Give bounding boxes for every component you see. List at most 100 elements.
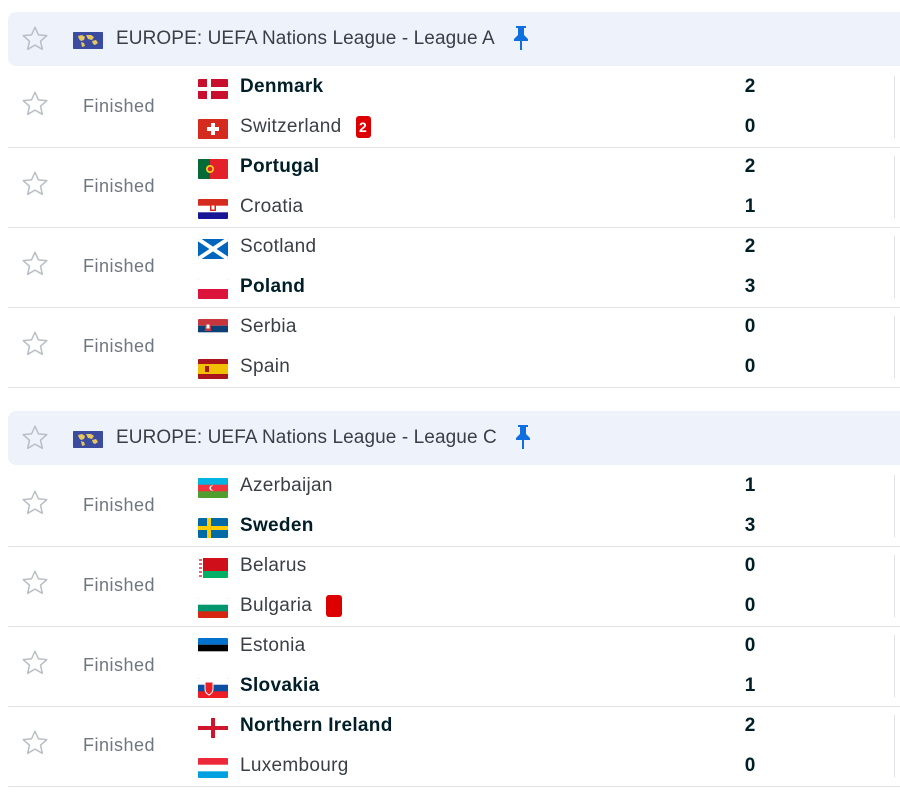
league-header[interactable]: EUROPE: UEFA Nations League - League A bbox=[8, 12, 900, 66]
team-name: Luxembourg bbox=[240, 755, 349, 777]
home-team: Azerbaijan 1 bbox=[198, 472, 778, 500]
red-card-icon: 2 bbox=[355, 116, 371, 138]
match-row[interactable]: Finished Portugal 2 Croatia 1 bbox=[8, 148, 900, 228]
home-team: Portugal 2 bbox=[198, 153, 778, 181]
league-title[interactable]: EUROPE: UEFA Nations League - League A bbox=[116, 28, 495, 49]
team-name-text: Croatia bbox=[240, 196, 304, 217]
star-outline-icon[interactable] bbox=[20, 568, 50, 603]
star-outline-icon[interactable] bbox=[20, 89, 50, 124]
match-row[interactable]: Finished Belarus 0 Bulgaria 0 bbox=[8, 547, 900, 627]
team-name-text: Switzerland bbox=[240, 116, 342, 137]
divider bbox=[894, 635, 895, 697]
estonia-flag bbox=[198, 638, 228, 658]
team-name-text: Portugal bbox=[240, 156, 320, 177]
star-outline-icon[interactable] bbox=[20, 169, 50, 204]
team-score: 2 bbox=[744, 236, 756, 257]
divider bbox=[894, 156, 895, 218]
serbia-flag bbox=[198, 319, 228, 339]
croatia-flag bbox=[198, 199, 228, 219]
team-name: Denmark bbox=[240, 76, 323, 98]
league-title[interactable]: EUROPE: UEFA Nations League - League C bbox=[116, 427, 497, 448]
team-name: Serbia bbox=[240, 316, 297, 338]
team-name: Poland bbox=[240, 276, 305, 298]
team-name-text: Northern Ireland bbox=[240, 715, 393, 736]
team-score: 2 bbox=[744, 76, 756, 97]
team-name-text: Denmark bbox=[240, 76, 324, 97]
divider bbox=[894, 715, 895, 777]
star-outline-icon[interactable] bbox=[20, 728, 50, 763]
team-name: Azerbaijan bbox=[240, 475, 333, 497]
star-outline-icon[interactable] bbox=[20, 648, 50, 683]
azerbaijan-flag bbox=[198, 478, 228, 498]
divider bbox=[894, 555, 895, 617]
away-team: Slovakia 1 bbox=[198, 672, 778, 700]
world-flag-icon bbox=[73, 32, 103, 49]
belarus-flag bbox=[198, 558, 228, 578]
team-name-text: Estonia bbox=[240, 635, 306, 656]
team-name: Bulgaria bbox=[240, 595, 343, 617]
luxembourg-flag bbox=[198, 758, 228, 778]
pin-icon[interactable] bbox=[511, 24, 531, 57]
team-name: Scotland bbox=[240, 236, 316, 258]
home-team: Belarus 0 bbox=[198, 552, 778, 580]
team-score: 0 bbox=[744, 635, 756, 656]
denmark-flag bbox=[198, 79, 228, 99]
team-name: Estonia bbox=[240, 635, 305, 657]
home-team: Estonia 0 bbox=[198, 632, 778, 660]
match-status: Finished bbox=[83, 256, 156, 276]
team-score: 0 bbox=[744, 116, 756, 137]
match-row[interactable]: Finished Serbia 0 Spain 0 bbox=[8, 308, 900, 388]
bulgaria-flag bbox=[198, 598, 228, 618]
team-name: Northern Ireland bbox=[240, 715, 393, 737]
team-name-text: Belarus bbox=[240, 555, 307, 576]
star-outline-icon[interactable] bbox=[20, 329, 50, 364]
team-score: 0 bbox=[744, 595, 756, 616]
star-outline-icon[interactable] bbox=[20, 249, 50, 284]
team-name-text: Azerbaijan bbox=[240, 475, 333, 496]
team-score: 3 bbox=[744, 276, 756, 297]
star-outline-icon[interactable] bbox=[20, 24, 50, 59]
red-card-icon bbox=[326, 595, 343, 617]
team-score: 0 bbox=[744, 755, 756, 776]
team-name: Portugal bbox=[240, 156, 319, 178]
match-row[interactable]: Finished Northern Ireland 2 Luxembourg 0 bbox=[8, 707, 900, 787]
match-status: Finished bbox=[83, 336, 156, 356]
away-team: Switzerland 2 0 bbox=[198, 113, 778, 141]
switzerland-flag bbox=[198, 119, 228, 139]
away-team: Croatia 1 bbox=[198, 193, 778, 221]
team-score: 0 bbox=[744, 555, 756, 576]
match-status: Finished bbox=[83, 575, 156, 595]
team-name: Switzerland 2 bbox=[240, 116, 371, 138]
league-header[interactable]: EUROPE: UEFA Nations League - League C bbox=[8, 411, 900, 465]
pin-icon[interactable] bbox=[513, 423, 533, 456]
team-name: Croatia bbox=[240, 196, 303, 218]
star-outline-icon[interactable] bbox=[20, 423, 50, 458]
match-status: Finished bbox=[83, 735, 156, 755]
poland-flag bbox=[198, 279, 228, 299]
home-team: Serbia 0 bbox=[198, 313, 778, 341]
match-row[interactable]: Finished Scotland 2 Poland 3 bbox=[8, 228, 900, 308]
team-score: 1 bbox=[744, 675, 756, 696]
team-name-text: Spain bbox=[240, 356, 291, 377]
team-name: Spain bbox=[240, 356, 290, 378]
divider bbox=[894, 236, 895, 298]
slovakia-flag bbox=[198, 678, 228, 698]
team-name: Sweden bbox=[240, 515, 314, 537]
sweden-flag bbox=[198, 518, 228, 538]
match-row[interactable]: Finished Estonia 0 Slovakia 1 bbox=[8, 627, 900, 707]
team-score: 2 bbox=[744, 156, 756, 177]
away-team: Sweden 3 bbox=[198, 512, 778, 540]
home-team: Northern Ireland 2 bbox=[198, 712, 778, 740]
star-outline-icon[interactable] bbox=[20, 488, 50, 523]
team-name-text: Slovakia bbox=[240, 675, 320, 696]
team-name-text: Sweden bbox=[240, 515, 314, 536]
home-team: Denmark 2 bbox=[198, 73, 778, 101]
match-row[interactable]: Finished Azerbaijan 1 Sweden 3 bbox=[8, 467, 900, 547]
divider bbox=[894, 76, 895, 138]
match-row[interactable]: Finished Denmark 2 Switzerland 2 0 bbox=[8, 68, 900, 148]
team-score: 1 bbox=[744, 196, 756, 217]
team-score: 1 bbox=[744, 475, 756, 496]
team-score: 0 bbox=[744, 316, 756, 337]
match-status: Finished bbox=[83, 96, 156, 116]
